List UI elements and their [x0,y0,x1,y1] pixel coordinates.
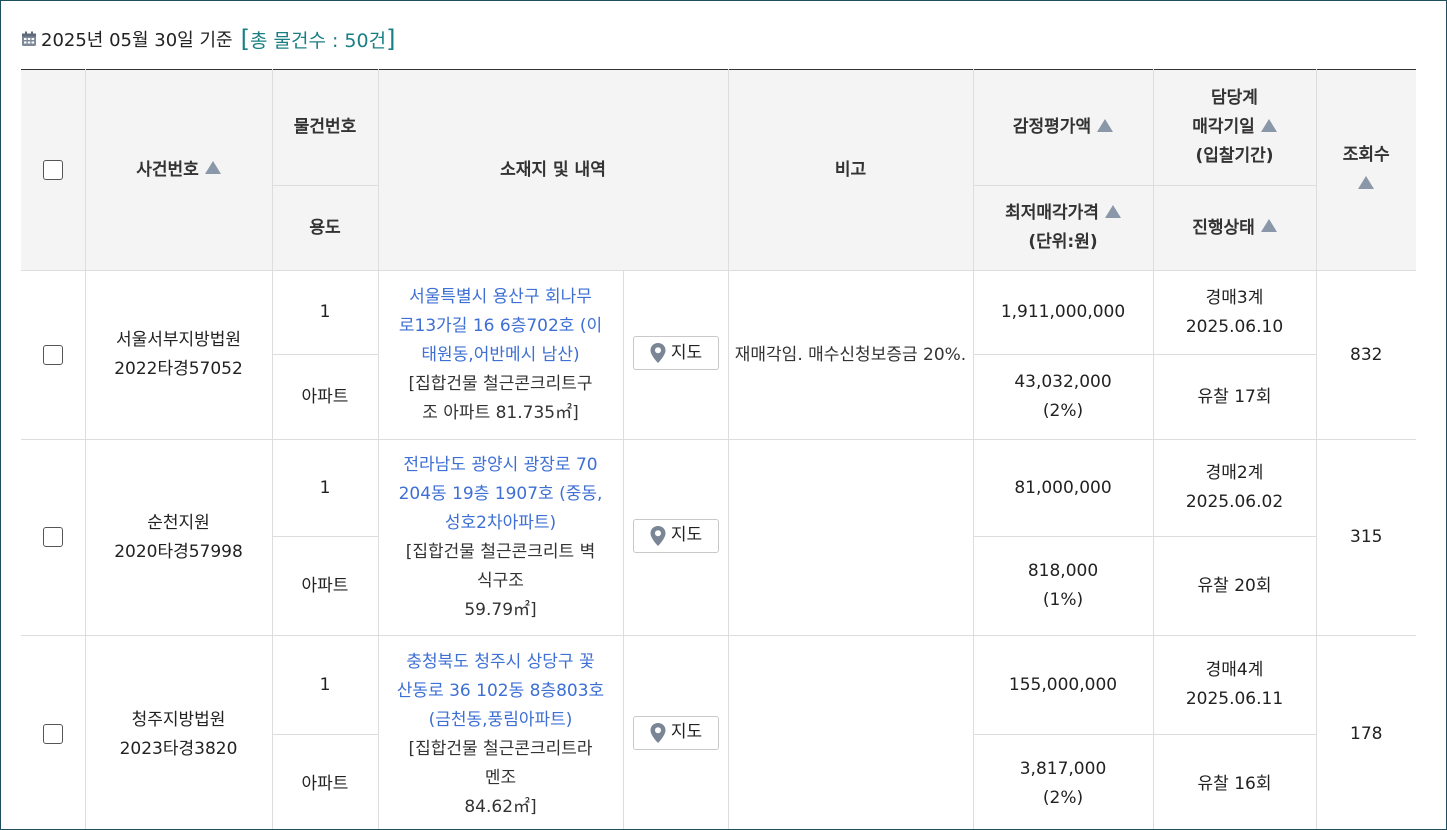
property-description: [집합건물 철근콘크리트라 멘조 84.62㎡] [408,738,593,817]
header-views[interactable]: 조회수 [1315,69,1416,271]
min-price-cell: 43,032,000 (2%) [972,354,1153,440]
dept-date-cell: 경매2계 2025.06.02 [1152,439,1316,537]
status-cell: 유찰 16회 [1152,734,1316,829]
status-cell: 유찰 20회 [1152,536,1316,636]
sort-arrow-icon[interactable] [1104,204,1121,218]
list-summary: 2025년 05월 30일 기준 [총 물건수 : 50건] [21,23,395,55]
case-cell[interactable]: 서울서부지방법원 2022타경57052 [84,270,272,440]
case-cell[interactable]: 청주지방법원 2023타경3820 [84,635,272,829]
address-link[interactable]: 충청북도 청주시 상당구 꽃 산동로 36 102동 8층803호 (금천동,풍림아… [396,651,605,730]
table-row: 서울서부지방법원 2022타경57052 1 서울특별시 용산구 회나무 로13가길… [21,270,1416,440]
row-checkbox[interactable] [42,344,63,365]
table-row-sub: 아파트 43,032,000 (2%) 유찰 17회 [21,354,1416,440]
min-price-cell: 818,000 (1%) [972,536,1153,636]
dept-date-cell: 경매4계 2025.06.11 [1152,635,1316,735]
views-cell: 315 [1315,439,1416,636]
note-cell: 재매각임. 매수신청보증금 20%. [727,270,973,440]
views-cell: 178 [1315,635,1416,829]
header-appraisal[interactable]: 감정평가액 [972,69,1153,186]
address-link[interactable]: 전라남도 광양시 광장로 70 204동 19층 1907호 (중동, 성호2차아파… [398,454,603,533]
header-note: 비고 [727,69,973,271]
address-link[interactable]: 서울특별시 용산구 회나무 로13가길 16 6층702호 (이 태원동,어반메시 … [398,286,603,365]
map-pin-icon [650,343,666,363]
header-min-price[interactable]: 최저매각가격 (단위:원) [972,185,1153,271]
map-pin-icon [650,525,666,546]
table-row: 순천지원 2020타경57998 1 전라남도 광양시 광장로 70 204동 19… [21,439,1416,636]
select-all-checkbox[interactable] [42,159,63,180]
property-description: [집합건물 철근콘크리트 벽 식구조 59.79㎡] [405,541,596,620]
header-select-all [21,69,85,271]
header-usage: 용도 [271,185,378,271]
item-number-cell: 1 [271,439,378,537]
case-cell[interactable]: 순천지원 2020타경57998 [84,439,272,636]
appraisal-cell: 1,911,000,000 [972,270,1153,355]
table-row-sub: 아파트 818,000 (1%) 유찰 20회 [21,536,1416,636]
appraisal-cell: 81,000,000 [972,439,1153,537]
sort-arrow-icon[interactable] [204,161,221,174]
base-date: 2025년 05월 30일 기준 [41,30,233,51]
note-cell [727,439,973,636]
sort-arrow-icon[interactable] [1358,175,1375,189]
table-row-sub: 아파트 3,817,000 (2%) 유찰 16회 [21,734,1416,829]
row-checkbox[interactable] [42,527,63,547]
usage-cell: 아파트 [271,734,378,829]
sort-arrow-icon[interactable] [1097,118,1114,132]
header-item-number: 물건번호 [271,69,378,186]
appraisal-cell: 155,000,000 [972,635,1153,735]
address-cell: 충청북도 청주시 상당구 꽃 산동로 36 102동 8층803호 (금천동,풍림아… [377,635,623,829]
property-description: [집합건물 철근콘크리트구 조 아파트 81.735㎡] [408,373,593,423]
usage-cell: 아파트 [271,354,378,440]
auction-table: 사건번호 물건번호 소재지 및 내역 비고 감정평가액 담당계 매각기일 (입찰기간… [21,69,1416,829]
note-cell [727,635,973,829]
map-pin-icon [650,722,666,743]
calendar-icon [22,31,36,46]
dept-date-cell: 경매3계 2025.06.10 [1152,270,1316,355]
usage-cell: 아파트 [271,536,378,636]
table-row: 청주지방법원 2023타경3820 1 충청북도 청주시 상당구 꽃 산동로 36 … [21,635,1416,829]
map-button[interactable]: 지도 [632,336,719,370]
total-count: [총 물건수 : 50건] [240,24,396,53]
map-button[interactable]: 지도 [632,518,719,553]
header-status[interactable]: 진행상태 [1152,185,1316,271]
views-cell: 832 [1315,270,1416,440]
item-number-cell: 1 [271,635,378,735]
row-checkbox[interactable] [42,724,63,744]
status-cell: 유찰 17회 [1152,354,1316,440]
header-location: 소재지 및 내역 [377,69,728,271]
item-number-cell: 1 [271,270,378,355]
map-button[interactable]: 지도 [632,715,719,750]
sort-arrow-icon[interactable] [1260,219,1277,232]
address-cell: 전라남도 광양시 광장로 70 204동 19층 1907호 (중동, 성호2차아파… [377,439,623,636]
sort-arrow-icon[interactable] [1260,118,1277,132]
min-price-cell: 3,817,000 (2%) [972,734,1153,829]
address-cell: 서울특별시 용산구 회나무 로13가길 16 6층702호 (이 태원동,어반메시 … [377,270,623,440]
header-case-number[interactable]: 사건번호 [84,69,272,271]
header-dept-sale-date[interactable]: 담당계 매각기일 (입찰기간) [1152,69,1316,186]
